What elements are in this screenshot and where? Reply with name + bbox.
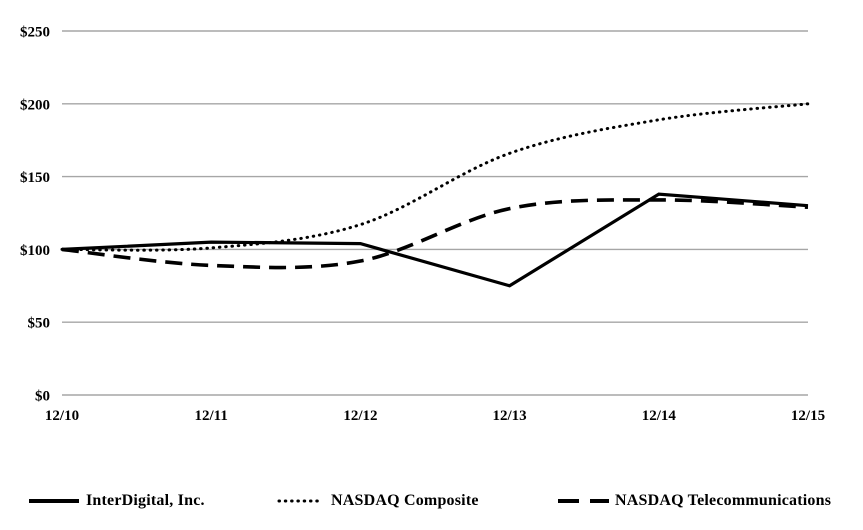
y-tick-label: $250: [20, 25, 50, 41]
y-tick-label: $100: [20, 243, 50, 259]
x-tick-label: 12/13: [493, 408, 527, 424]
chart-plot-area: $250 $200 $150 $100 $50 $0 12/10 12/11 12/12 12/1…: [20, 25, 825, 425]
series-line-nasdaq-composite: [60, 102, 810, 252]
x-tick-label: 12/12: [343, 408, 377, 424]
legend-item-nasdaq-composite: NASDAQ Composite: [277, 490, 479, 512]
x-tick-label: 12/15: [791, 408, 825, 424]
dotted-line-swatch-icon: [277, 499, 325, 503]
x-tick-label: 12/11: [195, 408, 228, 424]
legend-label-interdigital: InterDigital, Inc.: [86, 492, 205, 509]
legend-item-nasdaq-telecom: NASDAQ Telecommunications: [557, 490, 831, 512]
solid-line-swatch-icon: [29, 499, 79, 503]
legend-label-nasdaq-composite: NASDAQ Composite: [331, 492, 479, 509]
series-line-nasdaq-telecommunications: [61, 198, 809, 270]
dashed-line-swatch-icon: [558, 499, 609, 503]
legend-label-nasdaq-telecom: NASDAQ Telecommunications: [615, 492, 832, 509]
y-tick-label: $0: [35, 389, 50, 405]
y-tick-label: $50: [28, 316, 51, 332]
y-tick-label: $200: [20, 97, 50, 113]
x-tick-label: 12/10: [45, 408, 79, 424]
x-tick-label: 12/14: [642, 408, 677, 424]
legend-item-interdigital: InterDigital, Inc.: [28, 490, 205, 512]
y-tick-label: $150: [20, 170, 50, 186]
series-line-interdigital-inc: [61, 192, 809, 288]
